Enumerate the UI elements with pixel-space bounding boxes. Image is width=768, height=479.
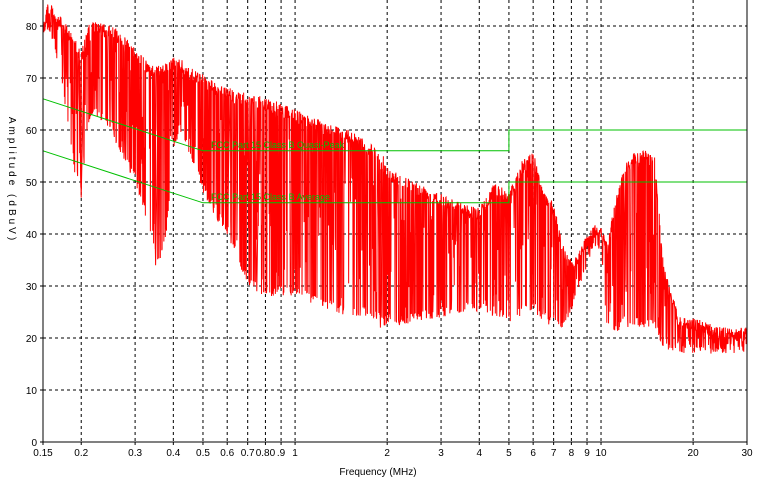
trace-notch [253, 96, 261, 292]
x-tick-label: 0.80 [256, 448, 276, 459]
x-tick-label: 9 [584, 448, 590, 459]
x-tick-label: 30 [741, 448, 753, 459]
x-tick-label: 5 [506, 448, 512, 459]
trace-notch [270, 101, 277, 292]
limit-line [42, 150, 747, 204]
x-tick-label: 0.5 [196, 448, 210, 459]
y-tick-label: 40 [26, 230, 38, 241]
limit-lines [42, 98, 747, 204]
y-tick-label: 0 [31, 438, 37, 449]
x-tick-label: 3 [438, 448, 444, 459]
x-tick-label: 0.3 [128, 448, 142, 459]
trace-notch [376, 156, 384, 328]
tick-labels: 0.15 0.2 0.3 0.4 0.5 0.6 0.7 0.80.9 1 2 3 4 5 6 7 8 9 10 2… [26, 22, 753, 459]
y-tick-label: 80 [26, 22, 38, 33]
x-tick-label: 0.7 [241, 448, 255, 459]
x-tick-label: 7 [551, 448, 557, 459]
x-tick-label: 1 [292, 448, 298, 459]
axes [42, 0, 748, 443]
x-tick-label: 0.2 [74, 448, 88, 459]
x-tick-label: 20 [688, 448, 700, 459]
limit-line [42, 98, 747, 152]
y-tick-label: 60 [26, 126, 38, 137]
x-tick-label: 0.4 [166, 448, 180, 459]
x-tick-label: 4 [476, 448, 482, 459]
x-tick-label: 2 [384, 448, 390, 459]
traces [42, 4, 748, 354]
trace-notch [223, 88, 231, 235]
y-tick-label: 20 [26, 334, 38, 345]
y-tick-label: 30 [26, 282, 38, 293]
y-tick-label: 50 [26, 178, 38, 189]
limit-annotation: FCC Part 15 Class B Average [211, 192, 330, 202]
trace-notch [152, 65, 160, 266]
y-tick-label: 70 [26, 74, 38, 85]
x-tick-label: 0.15 [33, 448, 53, 459]
measured-emission-trace [42, 4, 748, 354]
x-tick-label: 6 [530, 448, 536, 459]
x-tick-label: 8 [569, 448, 575, 459]
x-axis-title: Frequency (MHz) [339, 467, 416, 478]
x-tick-label: 10 [595, 448, 607, 459]
y-axis-title: Amplitude (dBuV) [6, 117, 17, 243]
limit-annotations: FCC Part 15 Class B Quasi-Peak FCC Part 1… [211, 140, 345, 202]
y-tick-label: 10 [26, 386, 38, 397]
limit-annotation: FCC Part 15 Class B Quasi-Peak [211, 140, 345, 150]
x-tick-label: .9 [277, 448, 286, 459]
x-tick-label: 0.6 [220, 448, 234, 459]
trace-notch [77, 51, 85, 198]
